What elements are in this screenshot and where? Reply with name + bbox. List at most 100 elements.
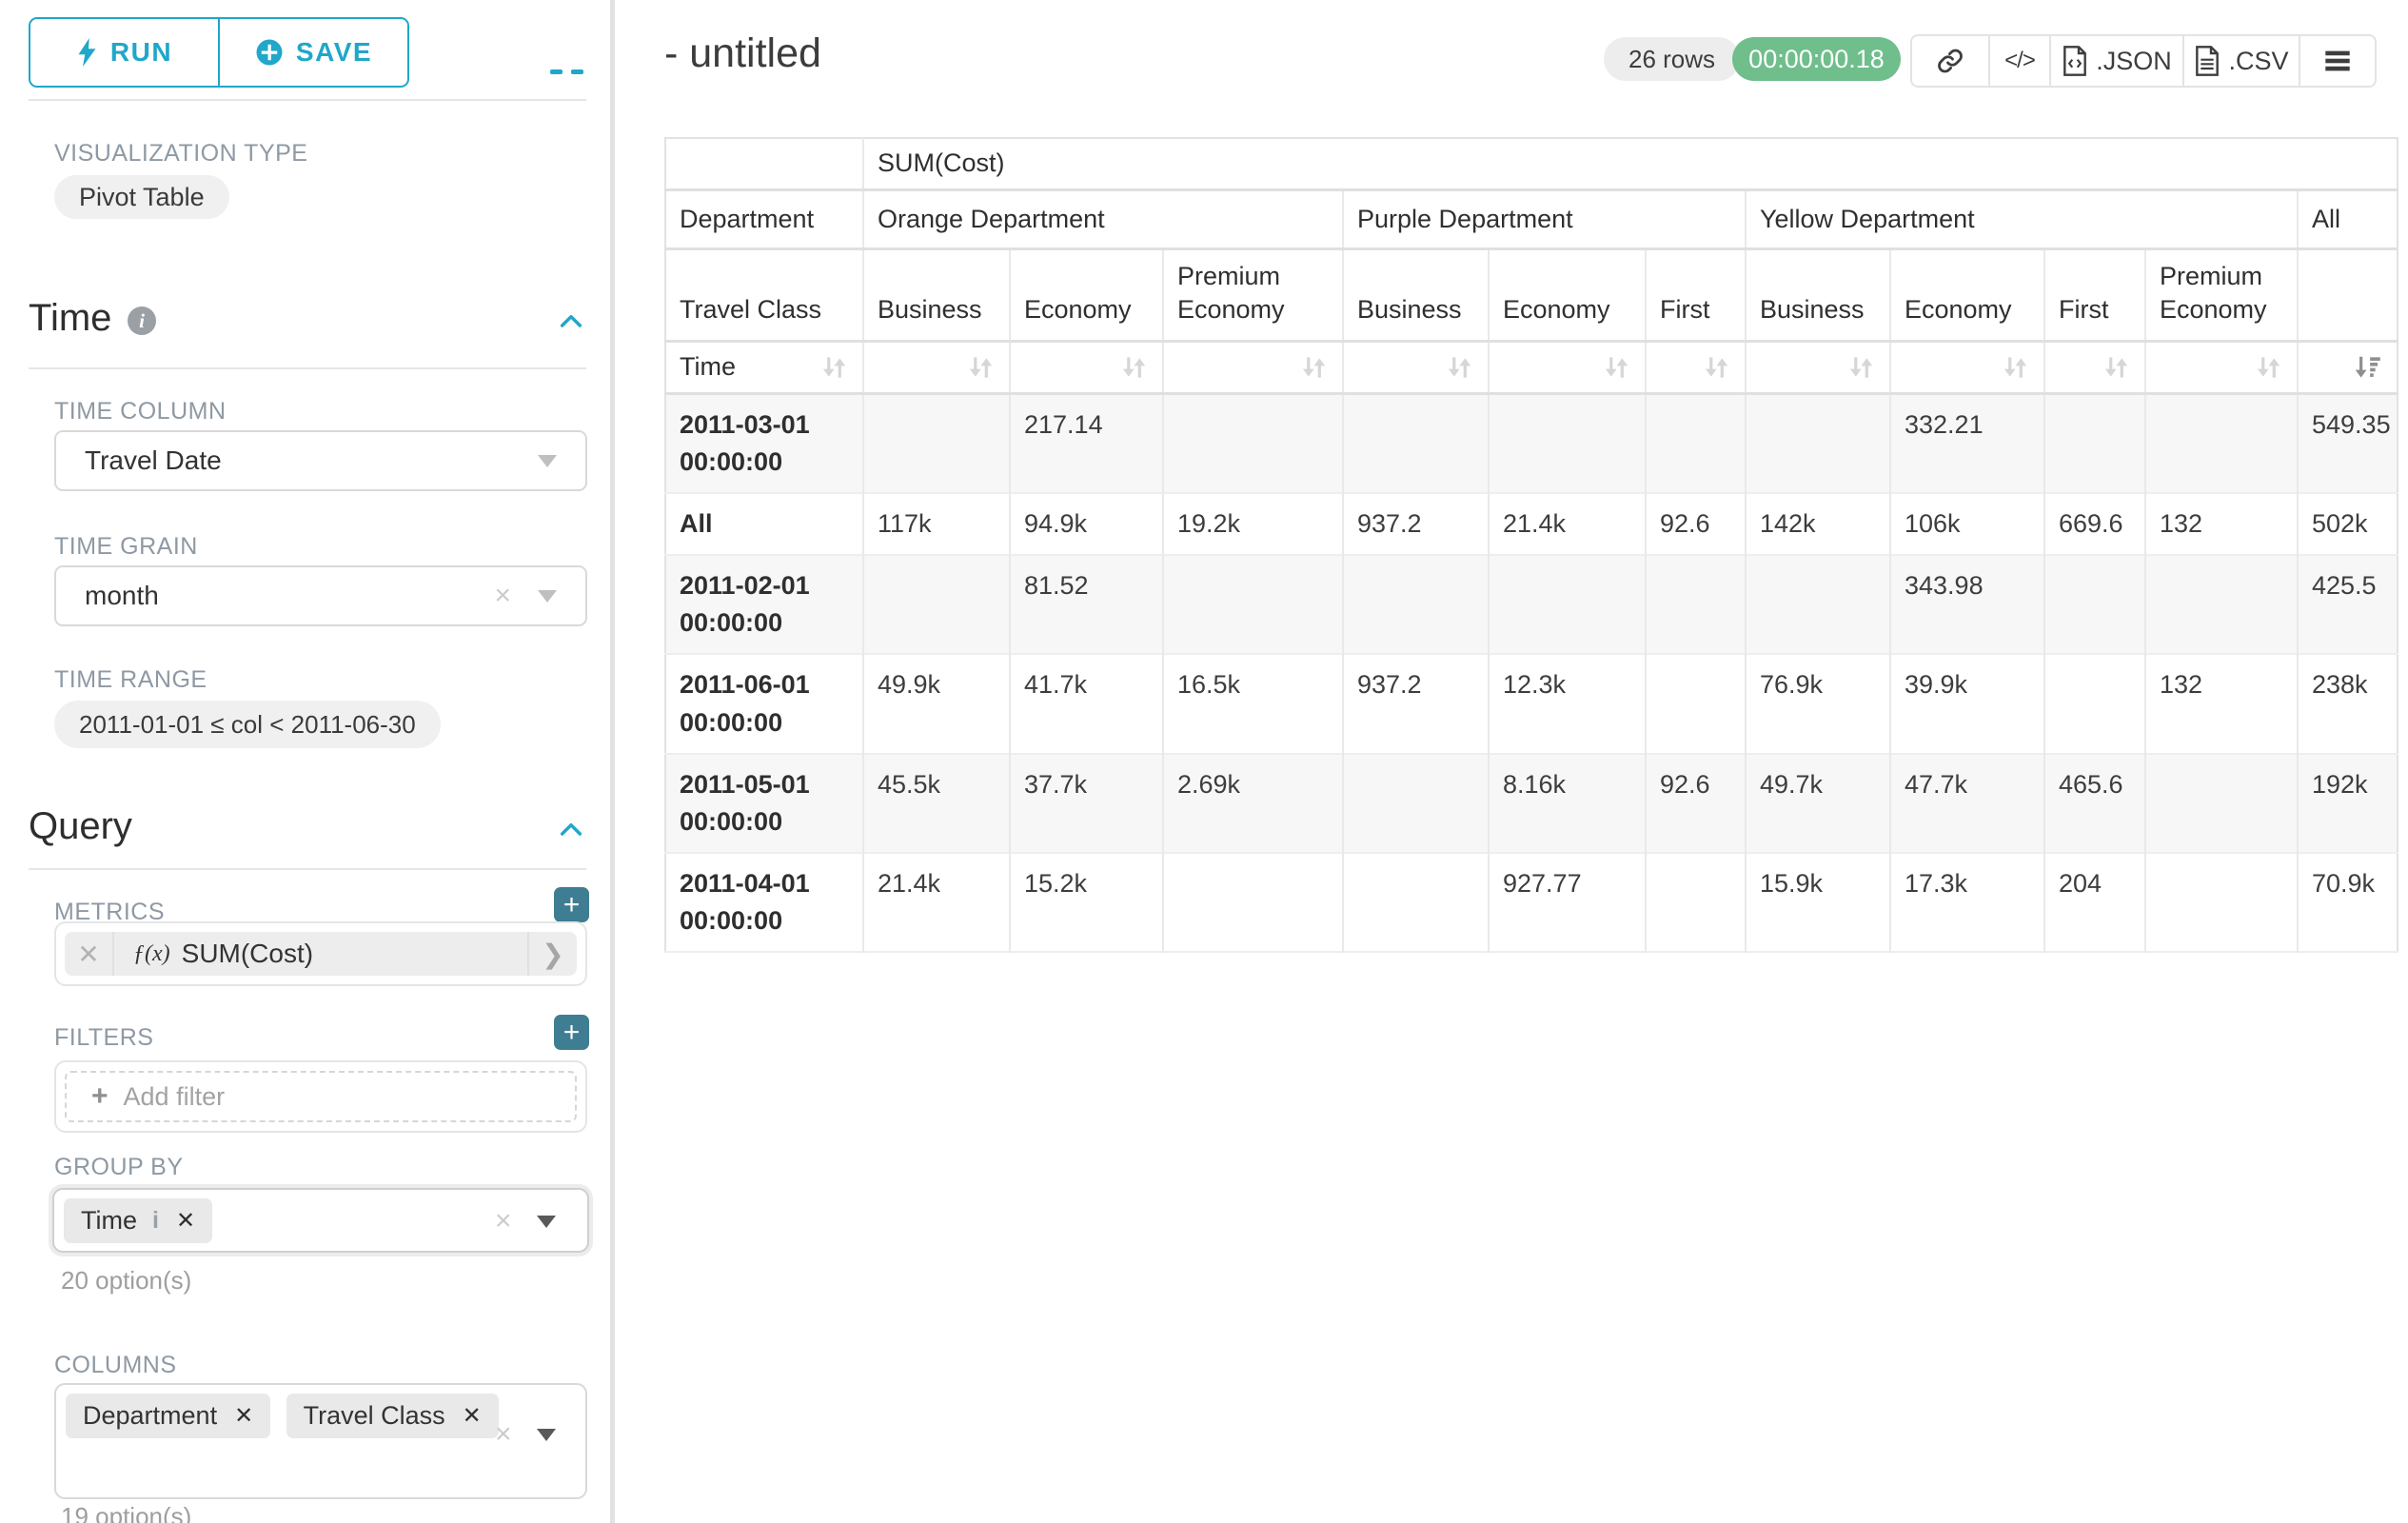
- pivot-cell: 70.9k: [2312, 868, 2376, 898]
- info-icon[interactable]: i: [128, 307, 156, 335]
- time-sort-header[interactable]: Time: [665, 341, 864, 395]
- export-json-button[interactable]: .JSON: [2049, 36, 2182, 86]
- pivot-row-header[interactable]: 2011-02-01 00:00:00: [665, 555, 864, 655]
- column-sort-header[interactable]: [1890, 341, 2045, 395]
- sort-icon[interactable]: [1845, 352, 1876, 383]
- department-group-header[interactable]: Yellow Department: [1746, 189, 2299, 250]
- travel-class-header[interactable]: First: [2044, 248, 2146, 343]
- sort-icon[interactable]: [2101, 352, 2131, 383]
- pivot-row-header[interactable]: 2011-06-01 00:00:00: [665, 654, 864, 754]
- column-sort-header[interactable]: [1163, 341, 1344, 395]
- sort-icon[interactable]: [1601, 352, 1631, 383]
- column-sort-header[interactable]: [1489, 341, 1647, 395]
- remove-chip-icon[interactable]: ✕: [462, 1403, 482, 1429]
- travel-class-header[interactable]: Premium Economy: [2145, 248, 2299, 343]
- pivot-cell: [1343, 753, 1490, 853]
- sort-icon[interactable]: [2000, 352, 2030, 383]
- column-sort-header[interactable]: [2298, 341, 2398, 395]
- travel-class-header[interactable]: Economy: [1890, 248, 2045, 343]
- clear-icon[interactable]: ×: [495, 1205, 512, 1236]
- pivot-cell: [2145, 852, 2299, 953]
- department-group-header[interactable]: Orange Department: [863, 189, 1344, 250]
- group-by-select[interactable]: Time i ✕: [52, 1188, 589, 1253]
- column-sort-header[interactable]: [2145, 341, 2299, 395]
- pivot-row-header[interactable]: 2011-05-01 00:00:00: [665, 753, 864, 853]
- chevron-up-icon[interactable]: [556, 815, 586, 845]
- pivot-cell: 49.9k: [863, 654, 1011, 754]
- sort-icon[interactable]: [965, 352, 996, 383]
- travel-class-header[interactable]: Premium Economy: [1163, 248, 1344, 343]
- clear-icon[interactable]: ×: [495, 1418, 512, 1450]
- query-section-heading: Query: [29, 805, 132, 847]
- chip-label: Time: [81, 1206, 137, 1235]
- sort-desc-active-icon[interactable]: [2353, 352, 2383, 383]
- hamburger-menu-icon: [2325, 50, 2350, 71]
- table-row: 2011-02-01 00:00:00 81.52 343.98 425.5: [665, 555, 2398, 655]
- sort-icon[interactable]: [1444, 352, 1474, 383]
- sort-icon[interactable]: [1701, 352, 1731, 383]
- lightning-bolt-icon: [78, 38, 96, 67]
- group-by-chip[interactable]: Time i ✕: [64, 1198, 213, 1243]
- department-group-header[interactable]: Purple Department: [1343, 189, 1747, 250]
- export-json-label: .JSON: [2096, 46, 2172, 75]
- save-button[interactable]: SAVE: [218, 19, 407, 86]
- pivot-row-header[interactable]: 2011-03-01 00:00:00: [665, 393, 864, 493]
- pivot-cell: [1343, 555, 1490, 655]
- export-csv-button[interactable]: .CSV: [2182, 36, 2299, 86]
- view-query-button[interactable]: </>: [1988, 36, 2049, 86]
- remove-chip-icon[interactable]: ✕: [175, 1208, 196, 1234]
- pivot-row-header[interactable]: All: [665, 492, 864, 556]
- travel-class-header[interactable]: Economy: [1010, 248, 1164, 343]
- column-sort-header[interactable]: [1343, 341, 1490, 395]
- panel-resize-gutter[interactable]: [610, 0, 615, 1523]
- travel-class-header[interactable]: Business: [863, 248, 1011, 343]
- clear-icon[interactable]: ×: [494, 580, 511, 611]
- sort-icon[interactable]: [819, 352, 849, 383]
- pivot-cell: 465.6: [2044, 753, 2146, 853]
- more-options-button[interactable]: [2299, 36, 2375, 86]
- remove-chip-icon[interactable]: ✕: [234, 1403, 254, 1429]
- pivot-table-container: SUM(Cost) Department Orange Department P…: [664, 137, 2399, 954]
- travel-class-header[interactable]: Economy: [1489, 248, 1647, 343]
- column-sort-header[interactable]: [863, 341, 1011, 395]
- columns-chip[interactable]: Department ✕: [66, 1394, 271, 1438]
- time-grain-label: TIME GRAIN: [54, 533, 198, 560]
- sort-icon[interactable]: [2253, 352, 2283, 383]
- columns-select[interactable]: Department ✕ Travel Class ✕: [54, 1383, 587, 1499]
- column-sort-header[interactable]: [1646, 341, 1747, 395]
- metric-header-cell: SUM(Cost): [863, 138, 2398, 191]
- travel-class-header[interactable]: Business: [1746, 248, 1891, 343]
- add-filter-dropzone[interactable]: + Add filter: [65, 1071, 577, 1122]
- add-metric-button[interactable]: +: [554, 887, 589, 922]
- sort-icon[interactable]: [1118, 352, 1149, 383]
- remove-metric-icon[interactable]: ✕: [65, 932, 114, 976]
- chevron-right-icon[interactable]: ❯: [527, 932, 577, 976]
- run-button[interactable]: RUN: [30, 19, 218, 86]
- travel-class-header[interactable]: First: [1646, 248, 1747, 343]
- metric-pill[interactable]: ✕ ƒ(x) SUM(Cost) ❯: [65, 932, 577, 976]
- pivot-table-body: 2011-03-01 00:00:00 217.14 332.21 549.35 All…: [665, 393, 2398, 953]
- decorative-dash-icon: [571, 69, 583, 74]
- travel-class-header[interactable]: Business: [1343, 248, 1490, 343]
- pivot-row-header[interactable]: 2011-04-01 00:00:00: [665, 852, 864, 953]
- chevron-down-icon[interactable]: [536, 1215, 556, 1228]
- chevron-down-icon[interactable]: [536, 1428, 556, 1441]
- chevron-up-icon[interactable]: [556, 307, 586, 337]
- pivot-cell: 39.9k: [1890, 654, 2045, 754]
- column-sort-header[interactable]: [1010, 341, 1164, 395]
- pivot-cell: 45.5k: [863, 753, 1011, 853]
- viz-type-pill[interactable]: Pivot Table: [54, 175, 229, 219]
- pivot-cell: [1163, 393, 1344, 493]
- department-group-header[interactable]: All: [2298, 189, 2398, 250]
- columns-chip[interactable]: Travel Class ✕: [286, 1394, 499, 1438]
- column-sort-header[interactable]: [1746, 341, 1891, 395]
- time-grain-select[interactable]: month ×: [54, 565, 587, 626]
- info-icon[interactable]: i: [152, 1207, 159, 1234]
- add-filter-button[interactable]: +: [554, 1015, 589, 1050]
- time-range-pill[interactable]: 2011-01-01 ≤ col < 2011-06-30: [54, 701, 441, 748]
- time-column-select[interactable]: Travel Date: [54, 430, 587, 491]
- column-sort-header[interactable]: [2044, 341, 2146, 395]
- copy-link-button[interactable]: [1912, 36, 1988, 86]
- sort-icon[interactable]: [1298, 352, 1329, 383]
- table-row: 2011-04-01 00:00:00 21.4k 15.2k 927.77 15.9k…: [665, 852, 2398, 953]
